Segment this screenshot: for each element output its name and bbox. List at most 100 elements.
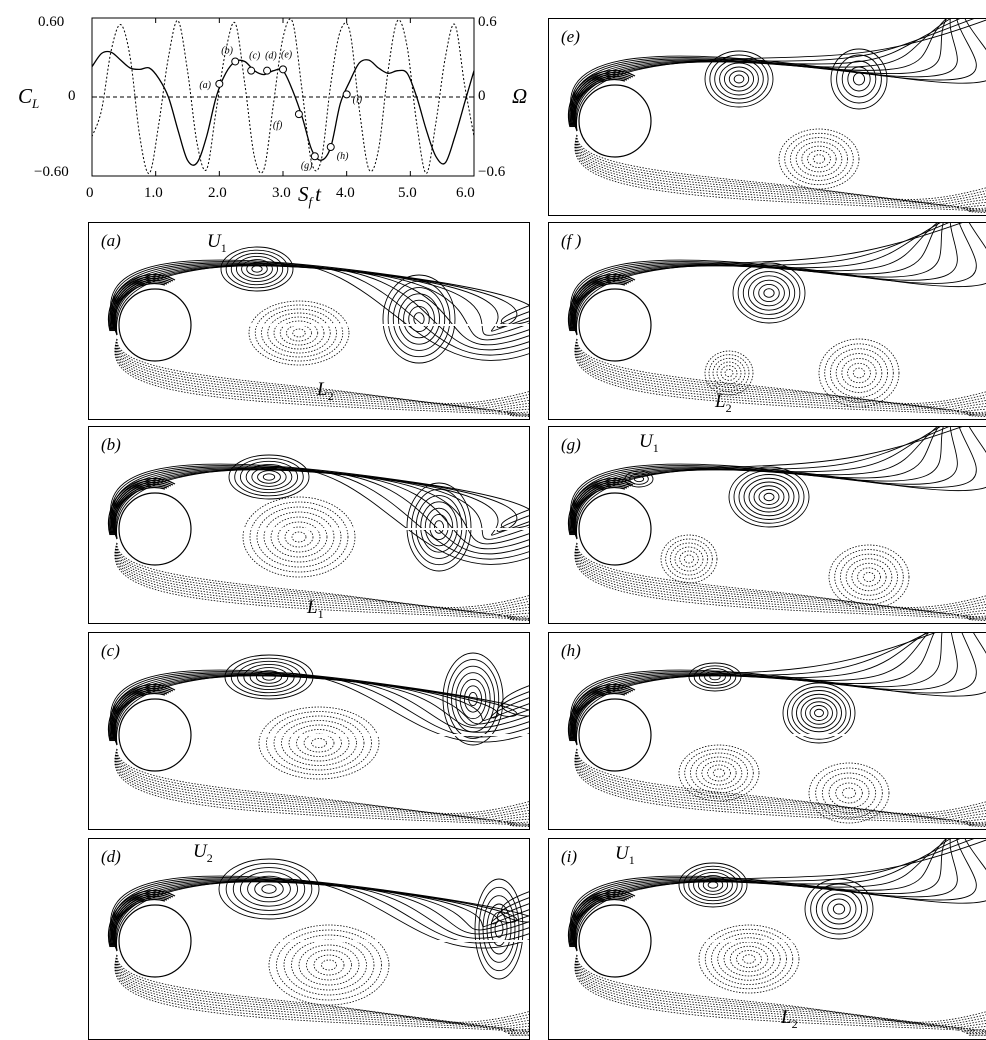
negative-vortex-contour (812, 154, 826, 164)
positive-vortex-contour (446, 659, 500, 739)
negative-vortex-contour (249, 501, 349, 573)
lower-shear-layer (576, 954, 986, 1023)
point-marker (294, 110, 303, 119)
negative-vortex-contour (701, 760, 737, 786)
negative-vortex-contour (821, 772, 877, 814)
positive-vortex-contour (704, 50, 774, 108)
lower-shear-layer (115, 338, 529, 413)
lower-shear-layer (576, 134, 986, 202)
lower-shear-layer (575, 542, 986, 618)
boundary-layer-contour (571, 689, 630, 742)
lower-shear-layer (575, 748, 986, 824)
positive-vortex-contour (815, 888, 863, 930)
lower-shear-layer (576, 134, 986, 205)
negative-vortex-contour (684, 748, 754, 798)
contour-plot (567, 19, 986, 213)
negative-vortex-contour (311, 738, 327, 748)
point-label: (c) (249, 51, 261, 62)
point-marker (342, 90, 351, 99)
positive-vortex-contour (459, 678, 487, 720)
lower-shear-layer (116, 338, 529, 406)
negative-vortex-contour (835, 353, 883, 393)
positive-vortex-contour (245, 463, 293, 491)
lower-shear-layer (116, 954, 529, 1026)
negative-vortex-contour (258, 706, 380, 780)
lower-shear-layer (114, 338, 529, 417)
negative-vortex-contour (306, 949, 352, 981)
point-marker (263, 66, 272, 75)
annotation-l1: L1 (307, 597, 324, 621)
boundary-layer-contour (569, 479, 634, 536)
boundary-layer-contour (107, 683, 176, 742)
positive-vortex-contour (763, 492, 775, 502)
point-label: (g) (301, 160, 313, 171)
positive-vortex-contour (841, 60, 877, 98)
negative-vortex-contour (665, 538, 713, 580)
point-label: (f) (273, 120, 283, 131)
lower-shear-layer (576, 748, 986, 814)
lower-shear-layer (576, 748, 986, 819)
positive-vortex-contour (787, 686, 851, 740)
boundary-layer-contour (567, 683, 636, 742)
panel-i: (i) U1 L2 (548, 838, 986, 1040)
x-tick-3: 3.0 (272, 185, 291, 201)
cylinder (118, 492, 192, 566)
negative-vortex-contour (847, 362, 871, 384)
boundary-layer-contour (571, 483, 630, 536)
boundary-layer-contour (112, 485, 168, 536)
positive-vortex-contour (719, 62, 759, 96)
negative-vortex-contour (284, 526, 314, 548)
negative-vortex-contour (695, 756, 743, 790)
positive-vortex-contour (742, 271, 796, 315)
chart-plot: (a) (b) (c) (d) (e) (f) (g) (h) (i) (91, 17, 475, 177)
upper-shear-layer (111, 262, 529, 336)
lower-shear-layer (116, 748, 529, 814)
positive-vortex-contour (239, 871, 299, 907)
positive-vortex-contour (688, 662, 742, 692)
lower-shear-layer (116, 954, 529, 1025)
contour-plot (567, 839, 986, 1036)
panel-label: (g) (561, 435, 581, 455)
negative-vortex-contour (261, 308, 337, 358)
negative-vortex-contour (288, 724, 350, 762)
lower-shear-layer (116, 542, 529, 610)
panel-label: (c) (101, 641, 120, 661)
negative-vortex-contour (704, 350, 754, 396)
positive-vortex-contour (218, 858, 320, 920)
lower-shear-layer (576, 134, 986, 200)
positive-vortex-contour (693, 665, 737, 689)
panel-b: (b) L1 (88, 426, 530, 624)
positive-vortex-contour (424, 507, 454, 547)
negative-vortex-contour (845, 558, 893, 596)
lower-shear-layer (576, 748, 986, 816)
positive-vortex-contour (251, 265, 263, 273)
negative-vortex-contour (291, 939, 367, 991)
upper-shear-layer (110, 875, 529, 952)
positive-vortex-contour (805, 701, 833, 725)
panel-label: (b) (101, 435, 121, 455)
positive-vortex-contour (261, 884, 277, 894)
lower-shear-layer (576, 134, 986, 204)
negative-vortex-contour (729, 945, 769, 973)
boundary-layer-contour (571, 75, 630, 128)
lower-shear-layer (575, 748, 986, 821)
lift-vorticity-chart: (a) (b) (c) (d) (e) (f) (g) (h) (i) 0.60 0 −0.60… (0, 0, 540, 215)
negative-vortex-contour (690, 752, 748, 794)
contours (567, 19, 986, 213)
boundary-layer-contour (573, 692, 626, 742)
contours (567, 427, 986, 621)
upper-shear-layer (111, 877, 529, 952)
boundary-layer-contour (110, 687, 172, 742)
point-label: (b) (221, 45, 233, 56)
annotation-u1: U1 (615, 843, 635, 867)
point-label: (a) (199, 80, 211, 91)
panel-label: (e) (561, 27, 580, 47)
negative-vortex-contour (277, 521, 321, 553)
lower-shear-layer (576, 542, 986, 612)
boundary-layer-contour (107, 477, 176, 536)
negative-vortex-contour (286, 324, 312, 342)
lower-shear-layer (116, 338, 529, 404)
x-axis-label: Sf t (298, 182, 321, 210)
cylinder (118, 288, 192, 362)
panel-g: (g) U1 (548, 426, 986, 624)
